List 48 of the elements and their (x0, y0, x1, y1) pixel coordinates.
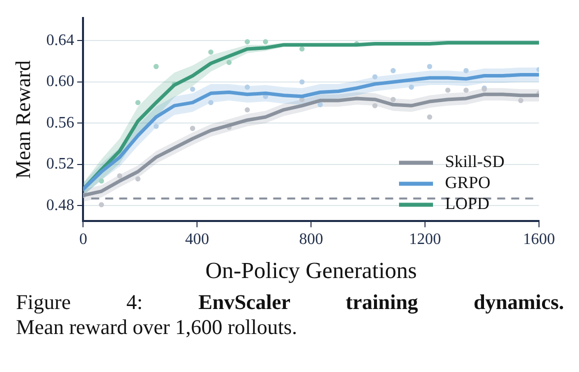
point (117, 173, 122, 178)
point (244, 84, 250, 90)
y-tick-label: 0.64 (46, 32, 74, 49)
point (208, 100, 214, 106)
point (445, 88, 450, 93)
point (190, 86, 196, 92)
point (299, 46, 305, 52)
point (518, 98, 524, 104)
point (244, 39, 250, 44)
point (390, 68, 396, 74)
legend-label: GRPO (445, 173, 490, 192)
y-tick-label: 0.52 (46, 156, 74, 173)
point (244, 107, 250, 112)
point (135, 176, 140, 182)
point (154, 124, 159, 129)
legend-label: Skill-SD (445, 152, 505, 172)
point (463, 88, 469, 93)
point (408, 84, 414, 90)
point (190, 126, 196, 131)
point (463, 68, 469, 74)
point (390, 96, 396, 102)
y-axis-title: Mean Reward (11, 60, 36, 179)
text: Mean reward over 1,600 rollouts. (16, 315, 298, 340)
point (98, 178, 104, 184)
x-axis-title: On-Policy Generations (205, 258, 417, 284)
point (98, 202, 104, 208)
point (262, 39, 268, 44)
text: EnvScaler training dynamics. (198, 290, 564, 314)
y-tick-label: 0.48 (46, 196, 74, 214)
x-tick-label: 1600 (523, 231, 555, 248)
caption: Figure 4: (16, 290, 143, 314)
y-tick-label: 0.56 (46, 114, 74, 132)
legend-label: LOPD (445, 194, 490, 214)
point (372, 103, 378, 108)
point (154, 64, 159, 70)
x-tick-label: 1200 (409, 231, 442, 248)
point (372, 74, 378, 80)
y-tick-label: 0.60 (46, 73, 74, 90)
x-tick-label: 0 (79, 231, 88, 248)
point (135, 100, 140, 106)
point (299, 79, 305, 85)
point (427, 114, 432, 120)
point (427, 64, 432, 70)
point (226, 60, 232, 65)
point (318, 102, 323, 108)
x-tick-label: 400 (185, 231, 210, 248)
x-tick-label: 800 (299, 231, 324, 248)
point (208, 49, 214, 55)
